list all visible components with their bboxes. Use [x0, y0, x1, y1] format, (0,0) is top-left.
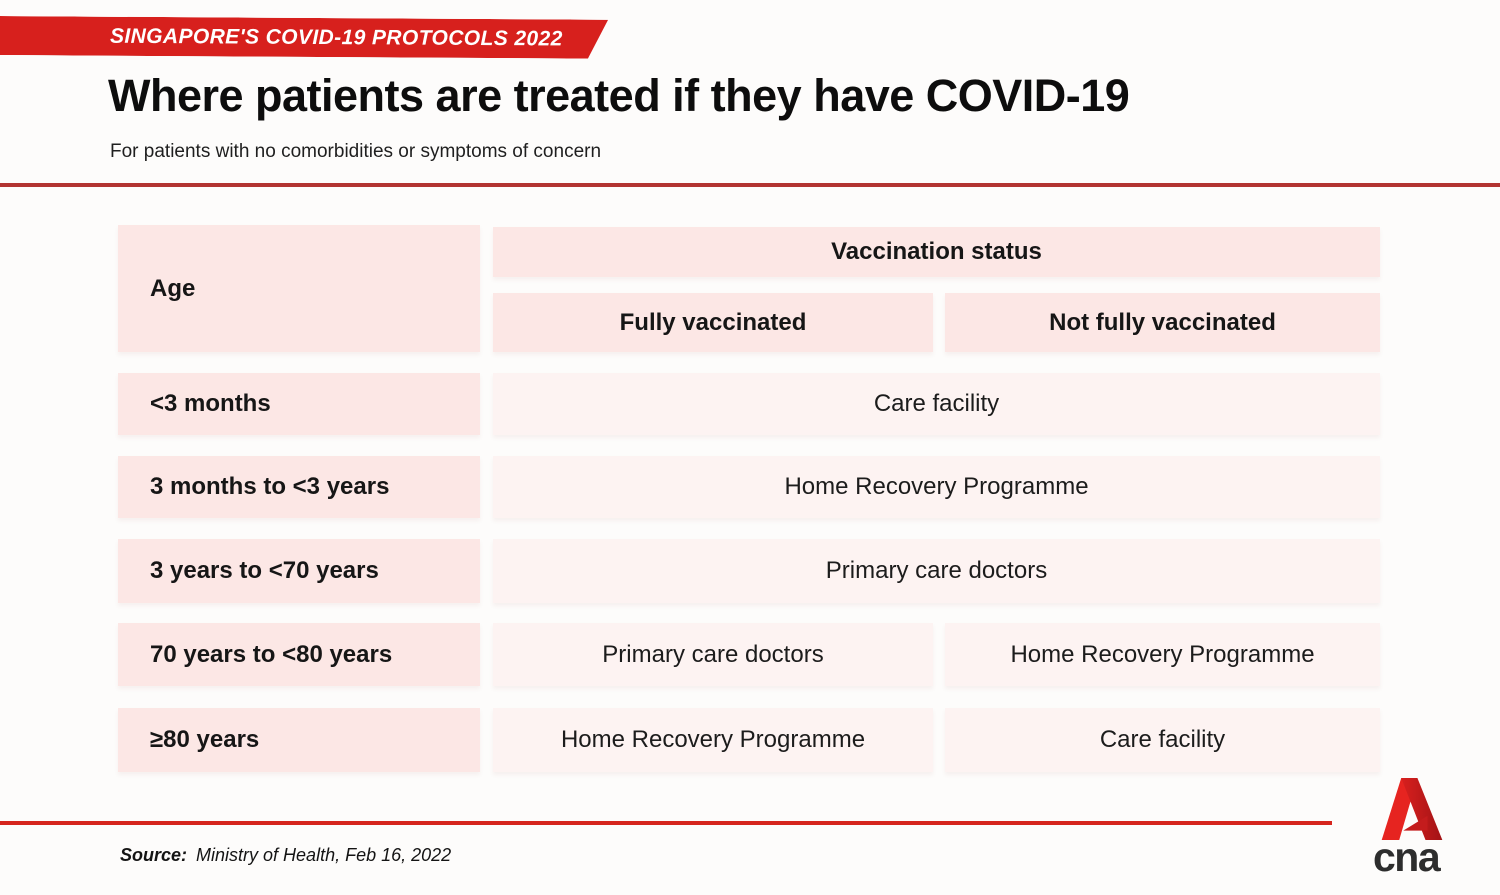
ribbon-label: SINGAPORE'S COVID-19 PROTOCOLS 2022	[109, 24, 563, 50]
source-label: Source:	[120, 845, 188, 865]
top-divider-line	[0, 183, 1500, 187]
source-text: Ministry of Health, Feb 16, 2022	[196, 845, 452, 865]
row-age-cell: 3 years to <70 years	[118, 539, 480, 603]
row-value-cell-not-fully: Care facility	[945, 708, 1380, 772]
col-header-not-fully-vaccinated: Not fully vaccinated	[945, 293, 1380, 352]
row-value-cell-fully: Primary care doctors	[493, 623, 933, 686]
cna-wordmark: cna	[1373, 834, 1441, 880]
age-header-cell: Age	[118, 225, 480, 352]
row-value-cell-fully: Home Recovery Programme	[493, 708, 933, 772]
row-value-cell-span: Primary care doctors	[493, 539, 1380, 603]
row-value-cell-span: Home Recovery Programme	[493, 456, 1380, 518]
page-title: Where patients are treated if they have …	[108, 70, 1130, 121]
cna-a-mark-icon	[1381, 778, 1443, 840]
row-age-cell: ≥80 years	[118, 708, 480, 772]
row-age-cell: 3 months to <3 years	[118, 456, 480, 518]
vaccination-status-header: Vaccination status	[493, 227, 1380, 277]
row-value-cell-not-fully: Home Recovery Programme	[945, 623, 1380, 686]
row-age-cell: 70 years to <80 years	[118, 623, 480, 686]
row-value-cell-span: Care facility	[493, 373, 1380, 435]
protocols-ribbon: SINGAPORE'S COVID-19 PROTOCOLS 2022	[0, 16, 608, 59]
page-subtitle: For patients with no comorbidities or sy…	[110, 141, 602, 162]
source-line: Source: Ministry of Health, Feb 16, 2022	[120, 845, 451, 866]
col-header-fully-vaccinated: Fully vaccinated	[493, 293, 933, 352]
bottom-divider-line	[0, 821, 1332, 825]
cna-logo: cna	[1372, 776, 1452, 888]
row-age-cell: <3 months	[118, 373, 480, 435]
